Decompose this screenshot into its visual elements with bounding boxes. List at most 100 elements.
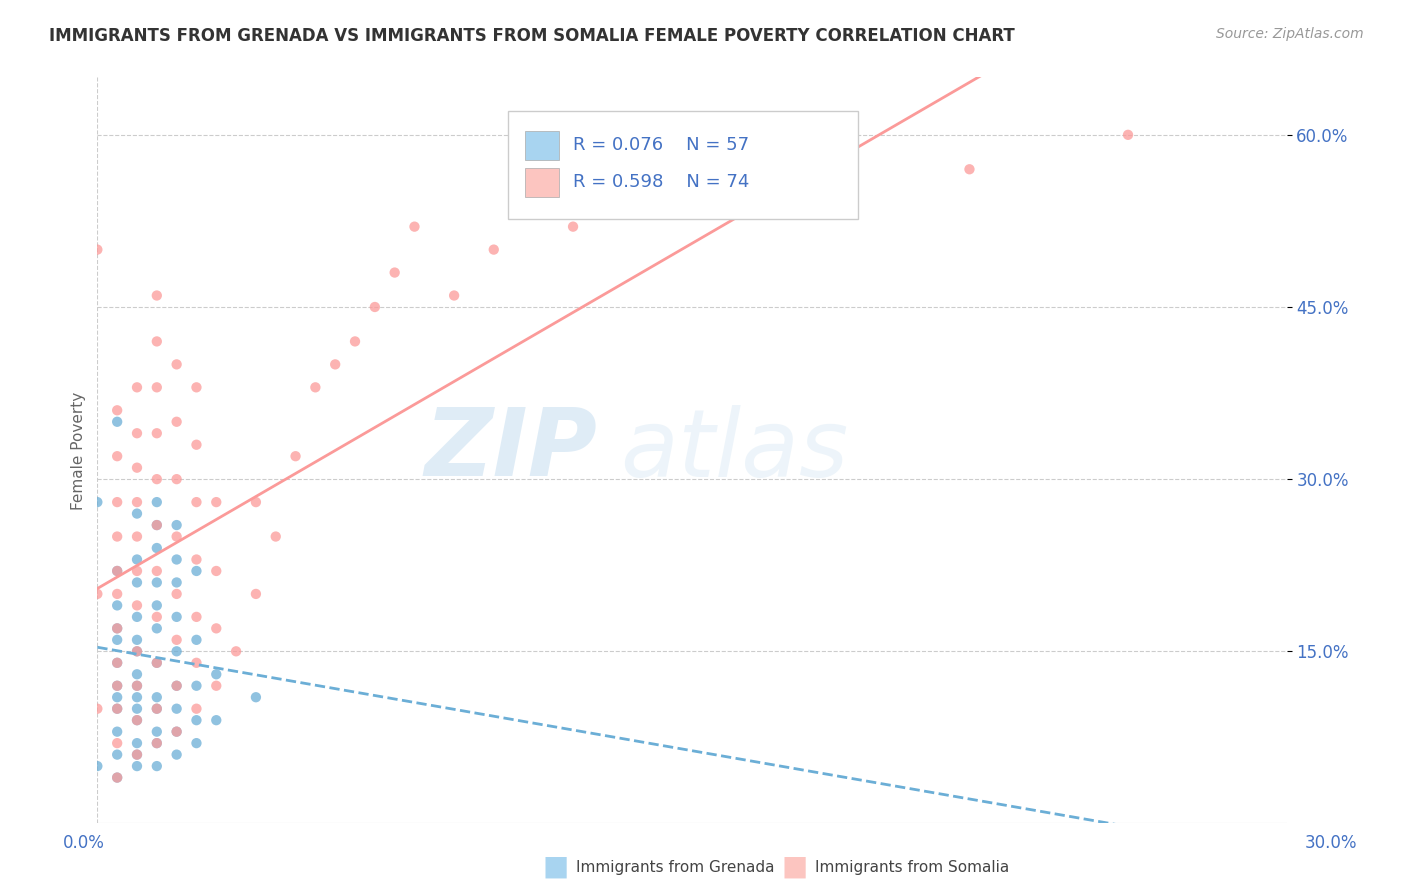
Point [86, 495, 108, 509]
Point [105, 690, 128, 705]
Y-axis label: Female Poverty: Female Poverty [72, 392, 86, 509]
Point [166, 415, 188, 429]
Point [146, 621, 169, 635]
Point [105, 564, 128, 578]
Text: ■: ■ [782, 853, 807, 881]
Point [186, 713, 208, 727]
Point [105, 747, 128, 762]
Point [86, 587, 108, 601]
Point [186, 495, 208, 509]
Text: Immigrants from Grenada: Immigrants from Grenada [576, 860, 775, 874]
Point [86, 243, 108, 257]
Point [125, 495, 148, 509]
Point [166, 575, 188, 590]
FancyBboxPatch shape [508, 111, 859, 219]
Point [166, 702, 188, 716]
Point [166, 518, 188, 533]
Point [146, 288, 169, 302]
Point [166, 679, 188, 693]
Point [105, 403, 128, 417]
Point [146, 759, 169, 773]
Point [166, 530, 188, 544]
Point [105, 702, 128, 716]
Point [245, 495, 267, 509]
Point [186, 552, 208, 566]
Point [105, 771, 128, 785]
Point [105, 599, 128, 613]
Point [562, 219, 585, 234]
Point [205, 713, 228, 727]
Point [344, 334, 367, 349]
Point [125, 644, 148, 658]
Point [125, 736, 148, 750]
Point [186, 702, 208, 716]
Point [146, 472, 169, 486]
Point [105, 656, 128, 670]
Point [125, 460, 148, 475]
Point [105, 495, 128, 509]
Point [146, 518, 169, 533]
Point [245, 690, 267, 705]
Point [105, 449, 128, 463]
Point [105, 564, 128, 578]
Point [125, 426, 148, 441]
Point [125, 575, 148, 590]
Point [125, 552, 148, 566]
Point [166, 724, 188, 739]
Point [105, 587, 128, 601]
Point [125, 759, 148, 773]
Point [364, 300, 387, 314]
Point [125, 610, 148, 624]
Point [166, 357, 188, 371]
Point [146, 380, 169, 394]
Point [482, 243, 505, 257]
Point [205, 679, 228, 693]
Point [146, 736, 169, 750]
Point [1116, 128, 1139, 142]
Point [105, 736, 128, 750]
Point [205, 564, 228, 578]
Point [125, 667, 148, 681]
Point [186, 736, 208, 750]
Point [146, 656, 169, 670]
Point [166, 587, 188, 601]
Point [186, 564, 208, 578]
Point [105, 415, 128, 429]
Point [166, 724, 188, 739]
Point [146, 575, 169, 590]
Point [105, 771, 128, 785]
Point [125, 747, 148, 762]
Point [105, 621, 128, 635]
Point [166, 610, 188, 624]
Point [681, 196, 703, 211]
Point [245, 587, 267, 601]
Text: Immigrants from Somalia: Immigrants from Somalia [815, 860, 1010, 874]
Text: IMMIGRANTS FROM GRENADA VS IMMIGRANTS FROM SOMALIA FEMALE POVERTY CORRELATION CH: IMMIGRANTS FROM GRENADA VS IMMIGRANTS FR… [49, 27, 1015, 45]
Text: ZIP: ZIP [425, 404, 596, 497]
Text: Source: ZipAtlas.com: Source: ZipAtlas.com [1216, 27, 1364, 41]
Point [86, 759, 108, 773]
Point [125, 632, 148, 647]
Point [800, 185, 823, 199]
Point [125, 690, 148, 705]
Point [146, 690, 169, 705]
Point [146, 564, 169, 578]
Point [125, 679, 148, 693]
Point [146, 426, 169, 441]
Text: 30.0%: 30.0% [1305, 834, 1357, 852]
Point [323, 357, 346, 371]
Point [146, 736, 169, 750]
Point [105, 724, 128, 739]
Point [146, 334, 169, 349]
Point [205, 495, 228, 509]
Text: atlas: atlas [620, 405, 849, 496]
Point [146, 702, 169, 716]
Point [125, 713, 148, 727]
Point [304, 380, 326, 394]
Point [105, 656, 128, 670]
Point [186, 632, 208, 647]
Point [146, 702, 169, 716]
Point [125, 747, 148, 762]
Point [284, 449, 307, 463]
Point [404, 219, 426, 234]
